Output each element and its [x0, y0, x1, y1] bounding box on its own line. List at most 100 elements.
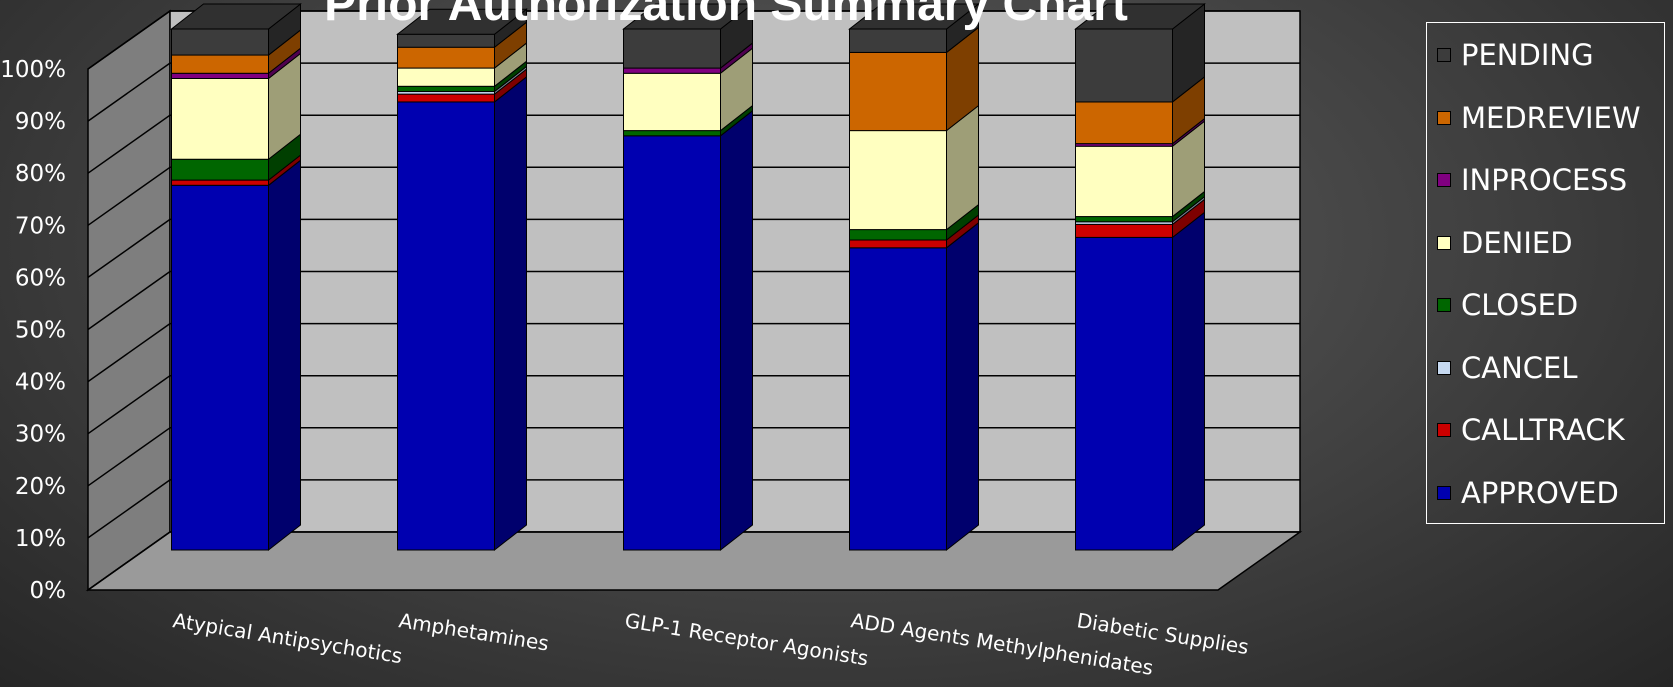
- bar-stack: [170, 2, 302, 552]
- bar-segment: [171, 72, 269, 79]
- bar-top: [622, 3, 754, 30]
- bar-segment: [849, 247, 947, 551]
- legend-label: APPROVED: [1461, 476, 1619, 510]
- bar-segment: [397, 33, 495, 48]
- bar-stack: [396, 8, 528, 552]
- y-tick-label: 70%: [15, 213, 66, 239]
- legend-swatch: [1437, 173, 1451, 187]
- bar-segment: [397, 93, 495, 103]
- bar-top: [848, 3, 980, 30]
- y-axis-ticks: 0% 10% 20% 30% 40% 50% 60% 70% 80% 90% 100%: [0, 57, 66, 604]
- legend-swatch: [1437, 236, 1451, 250]
- y-tick-label: 0%: [30, 578, 67, 604]
- bar-segment: [1075, 236, 1173, 551]
- legend-item-inprocess: INPROCESS: [1427, 160, 1663, 200]
- y-tick-label: 80%: [15, 161, 66, 187]
- gridline-side: [87, 375, 171, 435]
- bar-segment: [397, 85, 495, 93]
- bar-segment: [1075, 223, 1173, 238]
- bar-segment-side: [494, 75, 527, 552]
- legend-label: PENDING: [1461, 38, 1594, 72]
- x-category-label: Amphetamines: [397, 608, 550, 655]
- bar-segment-side: [946, 221, 979, 552]
- legend-swatch: [1437, 361, 1451, 375]
- bar-segment: [171, 158, 269, 181]
- bar-top: [1074, 3, 1206, 30]
- bar-stack: [1074, 2, 1206, 552]
- legend-label: CALLTRACK: [1461, 413, 1625, 447]
- bar-stack: [622, 2, 754, 552]
- bar-segment: [1075, 145, 1173, 218]
- gridline-side: [87, 531, 171, 591]
- gridline-side: [87, 166, 171, 226]
- legend-label: CANCEL: [1461, 351, 1578, 385]
- bar-segment: [623, 67, 721, 74]
- chart-legend: PENDING MEDREVIEW INPROCESS DENIED CLOSE…: [1426, 22, 1665, 524]
- gridline-side: [87, 479, 171, 539]
- legend-swatch: [1437, 111, 1451, 125]
- legend-item-closed: CLOSED: [1427, 285, 1663, 325]
- bar-segment: [1075, 216, 1173, 223]
- bar-segment: [171, 184, 269, 551]
- legend-item-calltrack: CALLTRACK: [1427, 410, 1663, 450]
- legend-item-medreview: MEDREVIEW: [1427, 98, 1663, 138]
- bar-segment: [1075, 28, 1173, 103]
- bar-segment: [623, 72, 721, 132]
- legend-label: CLOSED: [1461, 288, 1579, 322]
- bar-top: [396, 8, 528, 35]
- bar-segment: [397, 67, 495, 87]
- gridline-side: [87, 62, 171, 122]
- bar-segment-side: [1172, 211, 1205, 552]
- bar-segment-side: [268, 159, 301, 552]
- bar-segment: [623, 28, 721, 69]
- bar-segment: [849, 51, 947, 132]
- legend-swatch: [1437, 486, 1451, 500]
- bar-segment: [849, 28, 947, 53]
- bar-segment: [171, 54, 269, 74]
- bar-segment: [171, 28, 269, 56]
- x-category-label: Atypical Antipsychotics: [171, 608, 404, 668]
- y-tick-label: 50%: [15, 318, 66, 344]
- gridline-side: [87, 218, 171, 279]
- y-tick-label: 10%: [15, 526, 66, 552]
- legend-label: DENIED: [1461, 226, 1573, 260]
- bar-segment: [623, 135, 721, 551]
- chart-bars: [170, 2, 1206, 552]
- bar-top: [170, 3, 302, 30]
- bar-stack: [848, 2, 980, 552]
- y-tick-label: 100%: [0, 57, 66, 83]
- gridline-side: [87, 322, 171, 383]
- legend-swatch: [1437, 298, 1451, 312]
- y-tick-label: 30%: [15, 422, 66, 448]
- x-category-label: GLP-1 Receptor Agonists: [623, 608, 870, 670]
- legend-item-cancel: CANCEL: [1427, 348, 1663, 388]
- gridline-side: [87, 270, 171, 331]
- gridline-side: [87, 427, 171, 487]
- legend-label: MEDREVIEW: [1461, 101, 1641, 135]
- y-tick-label: 90%: [15, 109, 66, 135]
- legend-item-denied: DENIED: [1427, 223, 1663, 263]
- bar-segment: [1075, 101, 1173, 145]
- bar-segment-side: [720, 109, 753, 552]
- gridline-side: [87, 10, 171, 70]
- legend-swatch: [1437, 423, 1451, 437]
- bar-segment: [849, 130, 947, 231]
- legend-item-approved: APPROVED: [1427, 473, 1663, 513]
- gridline-side: [87, 114, 171, 174]
- bar-segment: [623, 130, 721, 137]
- chart-title: Prior Authorization Summary Chart: [324, 0, 1128, 31]
- bar-segment: [849, 239, 947, 249]
- y-tick-label: 40%: [15, 370, 66, 396]
- legend-swatch: [1437, 48, 1451, 62]
- bar-segment: [171, 77, 269, 160]
- bar-segment: [849, 229, 947, 241]
- bar-segment: [397, 46, 495, 69]
- bar-segment: [171, 179, 269, 186]
- legend-item-pending: PENDING: [1427, 35, 1663, 75]
- bar-segment: [397, 101, 495, 551]
- y-tick-label: 60%: [15, 265, 66, 291]
- y-tick-label: 20%: [15, 474, 66, 500]
- legend-label: INPROCESS: [1461, 163, 1628, 197]
